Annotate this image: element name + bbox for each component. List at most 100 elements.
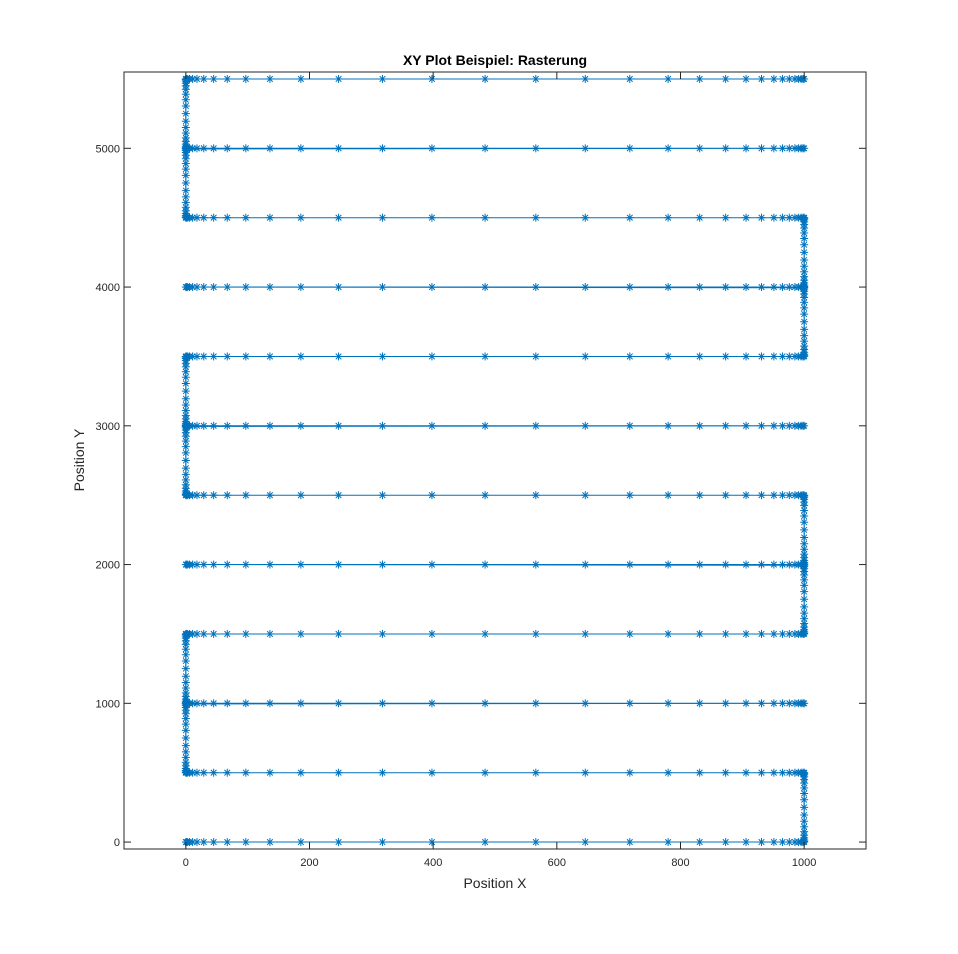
data-point bbox=[721, 768, 730, 777]
data-point bbox=[481, 421, 490, 430]
x-tick-label: 800 bbox=[671, 857, 689, 869]
data-point bbox=[192, 74, 201, 83]
data-point bbox=[378, 74, 387, 83]
data-point bbox=[721, 213, 730, 222]
data-point bbox=[757, 213, 766, 222]
data-point bbox=[334, 74, 343, 83]
data-point bbox=[581, 838, 590, 847]
data-point bbox=[778, 629, 787, 638]
data-point bbox=[181, 179, 190, 187]
x-tick-label: 600 bbox=[548, 857, 566, 869]
data-point bbox=[800, 822, 809, 831]
data-point bbox=[427, 768, 436, 777]
data-point bbox=[695, 560, 704, 569]
data-point bbox=[800, 525, 809, 534]
data-point bbox=[695, 699, 704, 708]
data-point bbox=[209, 74, 218, 83]
data-point bbox=[531, 144, 540, 153]
data-point bbox=[757, 421, 766, 430]
data-point bbox=[181, 464, 190, 473]
data-point bbox=[181, 678, 190, 687]
data-point bbox=[296, 74, 305, 83]
data-point bbox=[181, 192, 190, 201]
data-point bbox=[625, 629, 634, 638]
data-point bbox=[721, 283, 730, 292]
data-point bbox=[757, 560, 766, 569]
data-point bbox=[296, 768, 305, 777]
data-point bbox=[241, 213, 250, 222]
data-point bbox=[223, 74, 232, 83]
data-point bbox=[181, 171, 190, 180]
data-point bbox=[664, 352, 673, 361]
data-point bbox=[625, 283, 634, 292]
data-point bbox=[181, 656, 190, 665]
data-point bbox=[427, 491, 436, 500]
data-point bbox=[427, 560, 436, 569]
data-point bbox=[785, 144, 794, 153]
data-point bbox=[742, 283, 751, 292]
data-point bbox=[778, 491, 787, 500]
data-point bbox=[265, 283, 274, 292]
data-point bbox=[241, 838, 250, 847]
data-point bbox=[664, 699, 673, 708]
data-point bbox=[625, 421, 634, 430]
data-point bbox=[769, 838, 778, 847]
x-tick-label: 400 bbox=[424, 857, 442, 869]
data-point bbox=[742, 838, 751, 847]
data-point bbox=[481, 629, 490, 638]
data-point bbox=[625, 560, 634, 569]
data-point bbox=[334, 144, 343, 153]
data-point bbox=[265, 838, 274, 847]
data-point bbox=[800, 518, 809, 527]
data-point bbox=[481, 213, 490, 222]
data-point bbox=[181, 672, 190, 681]
data-point bbox=[581, 768, 590, 777]
data-point bbox=[769, 629, 778, 638]
data-point bbox=[334, 491, 343, 500]
data-point bbox=[241, 283, 250, 292]
data-point bbox=[378, 144, 387, 153]
data-point bbox=[721, 352, 730, 361]
data-point bbox=[378, 421, 387, 430]
data-point bbox=[757, 74, 766, 83]
data-point bbox=[769, 352, 778, 361]
data-point bbox=[800, 803, 809, 812]
data-point bbox=[181, 456, 190, 465]
data-point bbox=[427, 213, 436, 222]
data-point bbox=[199, 352, 208, 361]
data-point bbox=[785, 213, 794, 222]
data-point bbox=[378, 768, 387, 777]
data-point bbox=[531, 629, 540, 638]
data-point bbox=[581, 421, 590, 430]
data-point bbox=[769, 144, 778, 153]
data-point bbox=[181, 387, 190, 396]
data-point bbox=[800, 595, 809, 604]
data-point bbox=[664, 768, 673, 777]
data-point bbox=[199, 421, 208, 430]
data-point bbox=[531, 699, 540, 708]
data-point bbox=[296, 699, 305, 708]
data-point bbox=[481, 491, 490, 500]
data-point bbox=[531, 283, 540, 292]
data-point bbox=[378, 352, 387, 361]
data-point bbox=[778, 699, 787, 708]
data-point bbox=[265, 213, 274, 222]
data-point bbox=[378, 560, 387, 569]
data-point bbox=[296, 144, 305, 153]
data-point bbox=[778, 838, 787, 847]
data-point bbox=[800, 619, 809, 628]
data-point bbox=[265, 768, 274, 777]
data-point bbox=[695, 213, 704, 222]
data-point bbox=[192, 283, 201, 292]
data-point bbox=[199, 283, 208, 292]
data-point bbox=[785, 699, 794, 708]
data-point bbox=[209, 560, 218, 569]
data-point bbox=[531, 74, 540, 83]
y-tick-label: 4000 bbox=[96, 282, 120, 294]
data-point bbox=[800, 575, 809, 584]
data-point bbox=[769, 560, 778, 569]
data-point bbox=[625, 213, 634, 222]
data-point bbox=[695, 283, 704, 292]
data-point bbox=[296, 629, 305, 638]
data-point bbox=[199, 74, 208, 83]
